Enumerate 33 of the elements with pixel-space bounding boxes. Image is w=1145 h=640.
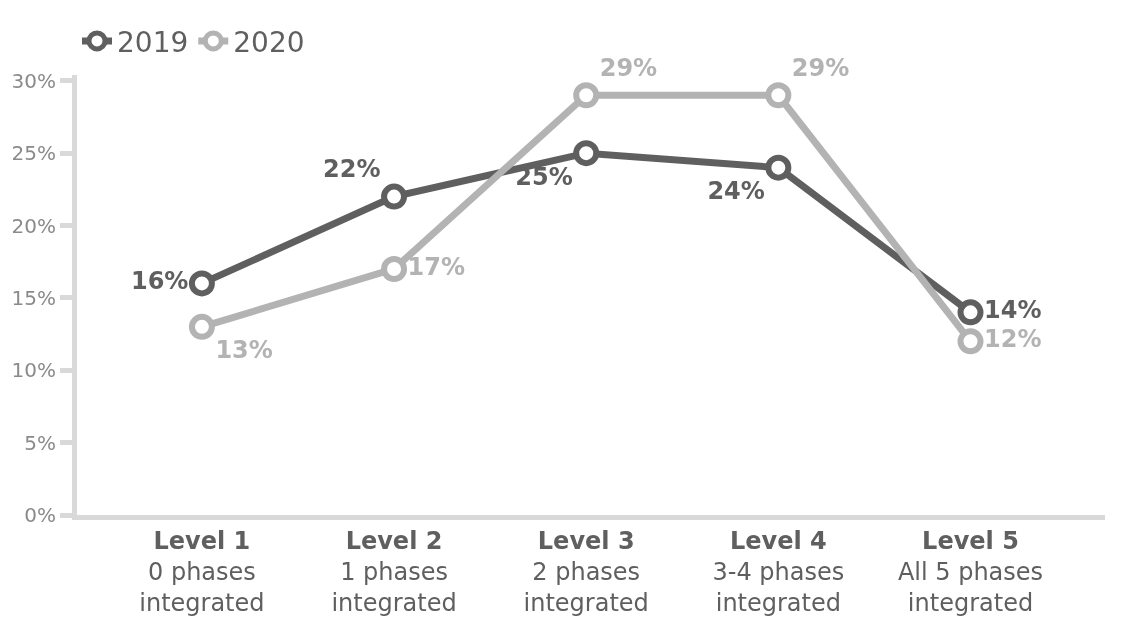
y-tick-label: 30%: [11, 68, 56, 93]
y-tick-label: 5%: [24, 430, 56, 455]
x-tick-label: Level 3 2 phases integrated: [523, 526, 649, 618]
y-tick-label: 20%: [11, 213, 56, 238]
y-tick-label: 10%: [11, 358, 56, 383]
point: [957, 328, 984, 355]
y-tick-label: 15%: [11, 285, 56, 310]
y-tick-label: 25%: [11, 141, 56, 166]
y-tick-label: 0%: [24, 503, 56, 527]
point: [381, 183, 408, 210]
x-tick-label: Level 1 0 phases integrated: [139, 526, 265, 618]
data-label: 17%: [407, 252, 465, 281]
data-label: 13%: [215, 336, 273, 365]
data-label: 24%: [707, 177, 765, 206]
x-tick-label: Level 4 3-4 phases integrated: [712, 526, 845, 618]
point: [957, 299, 984, 326]
point: [765, 154, 792, 181]
point: [573, 140, 600, 167]
point: [188, 270, 215, 297]
data-label: 14%: [984, 296, 1042, 325]
data-label: 29%: [791, 53, 850, 82]
point: [765, 82, 792, 109]
data-label: 29%: [599, 53, 658, 82]
point: [573, 82, 600, 109]
x-tick-label: Level 5 All 5 phases integrated: [897, 526, 1044, 618]
legend-label: 2020: [233, 25, 305, 59]
x-tick-label: Level 2 1 phases integrated: [331, 526, 457, 618]
point: [381, 255, 408, 282]
data-label: 16%: [130, 267, 189, 296]
legend-label: 2019: [117, 25, 189, 59]
data-label: 22%: [323, 155, 381, 184]
data-label: 12%: [984, 325, 1042, 354]
point: [188, 313, 215, 340]
